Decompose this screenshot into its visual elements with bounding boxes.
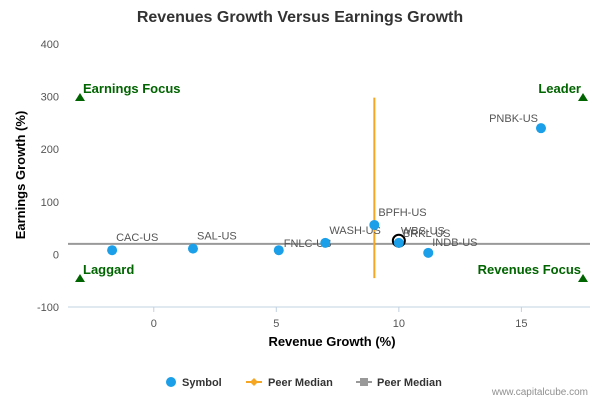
legend: Symbol Peer Median Peer Median xyxy=(166,377,442,389)
quadrant-label-laggard: Laggard xyxy=(83,262,134,277)
data-point-label: PNBK-US xyxy=(489,113,538,125)
x-tick-label: 5 xyxy=(273,318,279,330)
x-axis: 0 5 10 15 xyxy=(151,307,528,330)
data-point[interactable] xyxy=(320,237,331,248)
triangle-marker-icon xyxy=(578,274,588,282)
diamond-marker-icon xyxy=(250,378,258,386)
data-point-label: SAL-US xyxy=(197,231,237,243)
x-tick-label: 0 xyxy=(151,318,157,330)
triangle-marker-icon xyxy=(578,93,588,101)
legend-label-peer-median-vertical: Peer Median xyxy=(268,377,333,389)
x-tick-label: 15 xyxy=(515,318,527,330)
quadrant-label-leader: Leader xyxy=(538,81,581,96)
y-tick-label: 200 xyxy=(41,144,59,156)
data-point[interactable] xyxy=(535,123,546,134)
data-point-label: CAC-US xyxy=(116,232,158,244)
data-point[interactable] xyxy=(423,247,434,258)
y-tick-label: 400 xyxy=(41,39,59,51)
data-point-label: INDB-US xyxy=(432,237,477,249)
circle-marker-icon xyxy=(166,377,176,387)
x-axis-title: Revenue Growth (%) xyxy=(268,334,395,349)
data-point-label: WBS-US xyxy=(401,226,445,238)
data-point[interactable] xyxy=(187,243,198,254)
triangle-marker-icon xyxy=(75,93,85,101)
data-point[interactable] xyxy=(393,237,404,248)
y-tick-label: 0 xyxy=(53,249,59,261)
x-tick-label: 10 xyxy=(393,318,405,330)
data-point-label: FNLC-US xyxy=(284,238,332,250)
quadrant-labels: Earnings Focus Leader Laggard Revenues F… xyxy=(75,81,588,282)
square-marker-icon xyxy=(360,378,368,386)
legend-item-peer-median-vertical[interactable]: Peer Median xyxy=(246,377,333,389)
data-point[interactable] xyxy=(107,245,118,256)
credit-text: www.capitalcube.com xyxy=(491,387,588,398)
data-point[interactable] xyxy=(273,245,284,256)
legend-item-peer-median-horizontal[interactable]: Peer Median xyxy=(356,377,442,389)
y-tick-label: 300 xyxy=(41,92,59,104)
legend-label-peer-median-horizontal: Peer Median xyxy=(377,377,442,389)
quadrant-label-earnings-focus: Earnings Focus xyxy=(83,81,181,96)
y-tick-label: -100 xyxy=(37,302,59,314)
y-tick-label: 100 xyxy=(41,197,59,209)
legend-item-symbol[interactable]: Symbol xyxy=(166,377,222,389)
data-point-label: BPFH-US xyxy=(378,207,426,219)
legend-label-symbol: Symbol xyxy=(182,377,222,389)
data-point-label: BRKL-US xyxy=(403,228,451,240)
y-axis: -100 0 100 200 300 400 xyxy=(37,39,59,314)
quadrant-label-revenues-focus: Revenues Focus xyxy=(478,262,581,277)
triangle-marker-icon xyxy=(75,274,85,282)
chart-title: Revenues Growth Versus Earnings Growth xyxy=(137,9,463,26)
data-point-label: WASH-US xyxy=(329,225,381,237)
y-axis-title: Earnings Growth (%) xyxy=(13,111,28,240)
data-point[interactable] xyxy=(369,219,380,230)
